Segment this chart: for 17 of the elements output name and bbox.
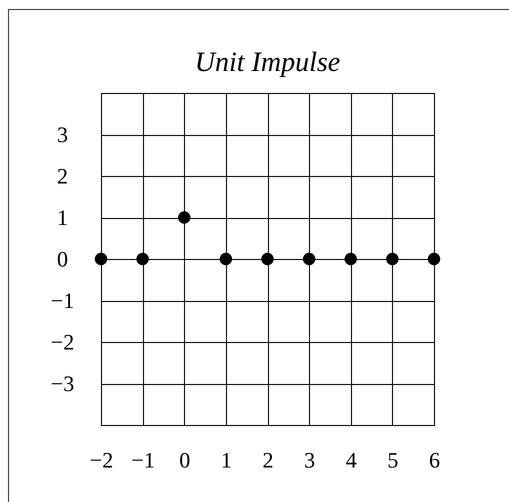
y-tick-label: 2 <box>57 164 68 188</box>
x-tick-label: 3 <box>304 448 316 472</box>
y-tick-label: 3 <box>57 122 68 147</box>
y-tick-label: 1 <box>57 205 68 230</box>
x-tick-label: 0 <box>179 448 190 472</box>
chart-title: Unit Impulse <box>194 47 340 78</box>
x-tick-label: 5 <box>387 448 398 472</box>
x-tick-label: 1 <box>220 448 232 472</box>
y-tick-label: −1 <box>50 288 74 313</box>
y-tick-label: −3 <box>50 371 74 396</box>
x-tick-label: −2 <box>90 448 114 472</box>
y-tick-label: −2 <box>50 330 74 354</box>
x-tick-label: 2 <box>262 448 274 472</box>
y-tick-label: 0 <box>57 246 68 272</box>
x-tick-label: 6 <box>429 448 440 472</box>
x-tick-label: 4 <box>346 448 357 472</box>
x-tick-label: −1 <box>131 448 155 472</box>
